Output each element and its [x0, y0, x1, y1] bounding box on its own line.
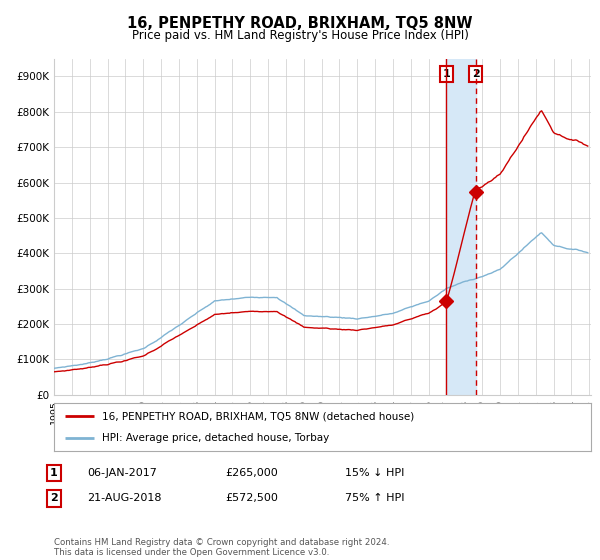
Text: 75% ↑ HPI: 75% ↑ HPI — [345, 493, 404, 503]
Text: £265,000: £265,000 — [225, 468, 278, 478]
Text: 1: 1 — [443, 69, 451, 79]
Text: 2: 2 — [50, 493, 58, 503]
Text: 06-JAN-2017: 06-JAN-2017 — [87, 468, 157, 478]
Text: HPI: Average price, detached house, Torbay: HPI: Average price, detached house, Torb… — [103, 433, 329, 443]
Text: 16, PENPETHY ROAD, BRIXHAM, TQ5 8NW (detached house): 16, PENPETHY ROAD, BRIXHAM, TQ5 8NW (det… — [103, 411, 415, 421]
Text: 2: 2 — [472, 69, 479, 79]
Text: Contains HM Land Registry data © Crown copyright and database right 2024.
This d: Contains HM Land Registry data © Crown c… — [54, 538, 389, 557]
Text: £572,500: £572,500 — [225, 493, 278, 503]
Text: 1: 1 — [50, 468, 58, 478]
Text: 16, PENPETHY ROAD, BRIXHAM, TQ5 8NW: 16, PENPETHY ROAD, BRIXHAM, TQ5 8NW — [127, 16, 473, 31]
Text: 15% ↓ HPI: 15% ↓ HPI — [345, 468, 404, 478]
Bar — [446, 59, 476, 395]
Text: Price paid vs. HM Land Registry's House Price Index (HPI): Price paid vs. HM Land Registry's House … — [131, 29, 469, 42]
Text: 21-AUG-2018: 21-AUG-2018 — [87, 493, 161, 503]
